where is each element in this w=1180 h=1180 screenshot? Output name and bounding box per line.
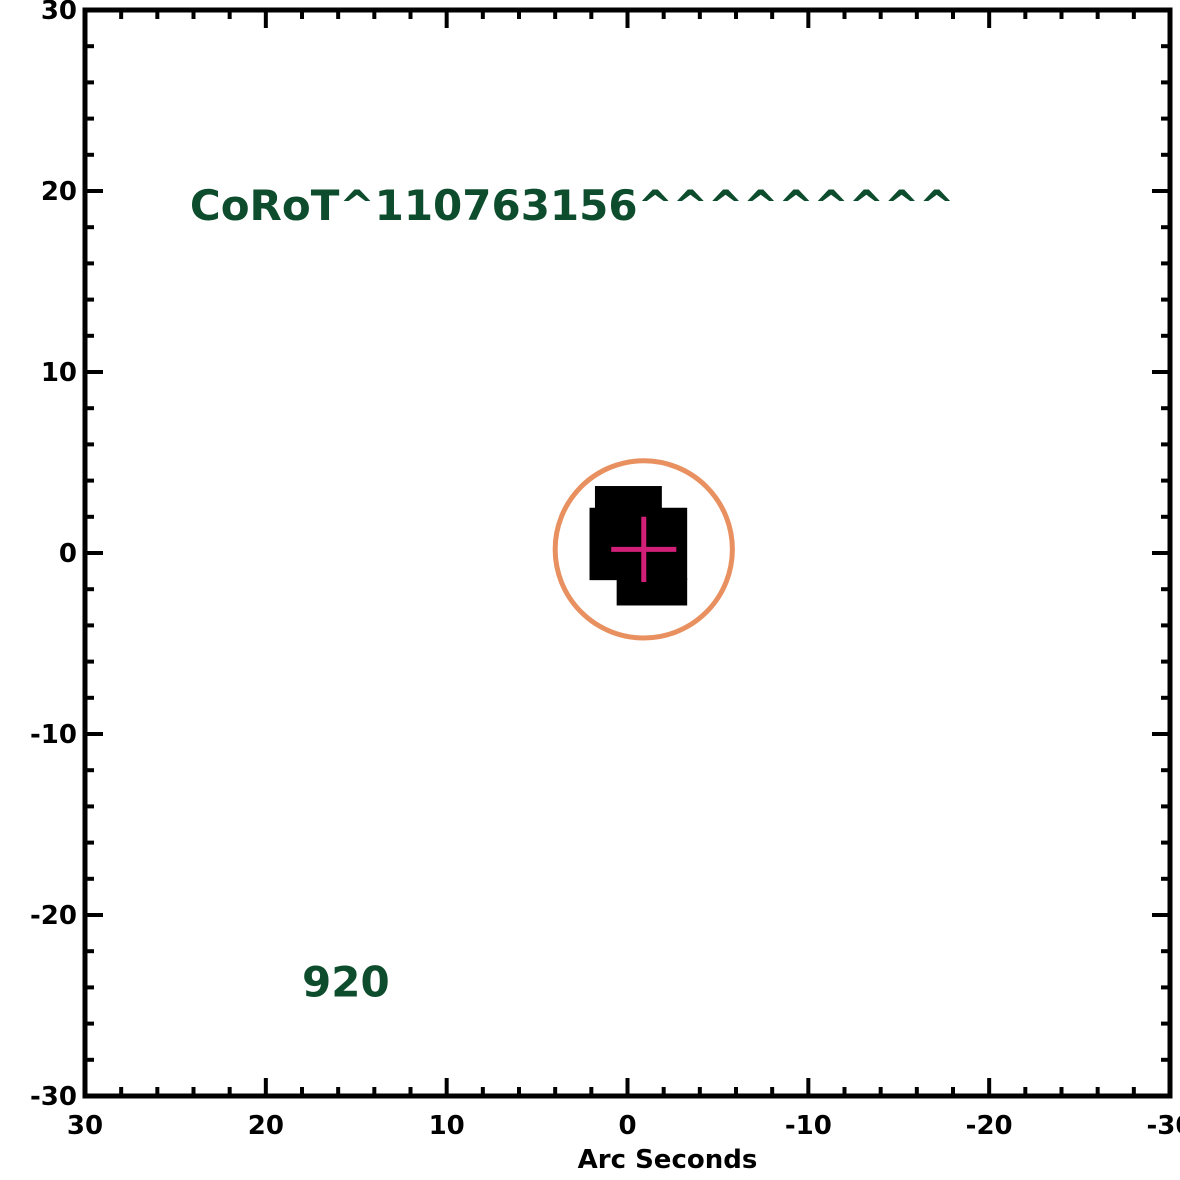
x-tick-label: 20 — [248, 1111, 284, 1141]
y-tick-label: 20 — [41, 177, 77, 207]
x-tick-label: -20 — [966, 1111, 1013, 1141]
y-tick-label: 30 — [41, 0, 77, 26]
x-tick-label: 0 — [618, 1111, 636, 1141]
x-tick-label: 30 — [67, 1111, 103, 1141]
y-tick-label: -20 — [30, 901, 77, 931]
x-axis-label: Arc Seconds — [578, 1145, 758, 1175]
target-pixel-mask — [589, 486, 688, 606]
star-id-annotation: CoRoT^110763156^^^^^^^^^ — [190, 181, 954, 230]
x-tick-label: -30 — [1147, 1111, 1180, 1141]
y-tick-label: -30 — [30, 1082, 77, 1112]
magnitude-annotation: 920 — [302, 957, 390, 1006]
photometric-aperture-circle — [552, 458, 735, 641]
mask-cell — [616, 578, 688, 606]
mask-cell — [589, 507, 688, 581]
target-crosshair-marker — [611, 516, 677, 582]
x-tick-label: -10 — [785, 1111, 832, 1141]
y-tick-label: -10 — [30, 720, 77, 750]
y-tick-label: 0 — [59, 539, 77, 569]
x-tick-label: 10 — [429, 1111, 465, 1141]
y-tick-label: 10 — [41, 358, 77, 388]
axis-ticks — [83, 8, 1172, 1098]
